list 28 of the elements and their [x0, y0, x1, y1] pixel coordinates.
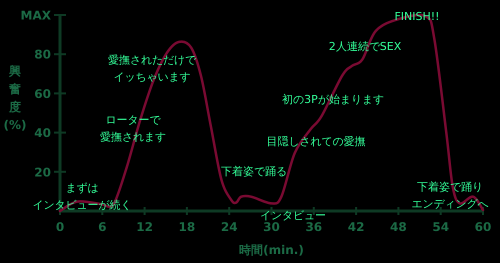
x-tick-label: 36: [305, 220, 322, 234]
annotation: インタビュー: [260, 209, 326, 222]
y-tick-label: 60: [34, 86, 51, 101]
x-tick-label: 30: [263, 220, 280, 234]
x-tick-label: 6: [98, 220, 106, 234]
annotation: 愛撫されただけでイッちゃいます: [108, 54, 197, 84]
x-tick-label: 48: [390, 220, 407, 234]
x-tick-label: 42: [348, 220, 364, 234]
annotation: 目隠しされての愛撫: [266, 135, 366, 148]
y-tick-label: MAX: [20, 8, 52, 22]
x-tick-label: 18: [178, 220, 196, 234]
annotation: 下着姿で踊る: [221, 165, 287, 178]
annotation: FINISH!!: [394, 10, 440, 23]
annotation: ローターで愛撫されます: [100, 114, 166, 144]
annotation: 2人連続でSEX: [328, 40, 402, 53]
x-tick-label: 60: [474, 220, 492, 234]
y-tick-label: 20: [34, 165, 51, 180]
y-tick-label: 80: [34, 48, 51, 62]
y-axis-title: 興奮度(%): [4, 64, 26, 132]
annotation: まずはインタビューが続く: [32, 182, 132, 212]
y-tick-label: 40: [34, 126, 51, 140]
annotation: 初の3Pが始まります: [282, 93, 384, 106]
annotation: 下着姿で踊りエンディングへ: [412, 180, 488, 210]
x-axis-title: 時間(min.): [239, 243, 304, 257]
x-tick-label: 54: [432, 220, 450, 234]
x-tick-label: 24: [220, 220, 238, 234]
x-tick-label: 12: [136, 220, 153, 234]
x-tick-label: 0: [56, 220, 64, 234]
